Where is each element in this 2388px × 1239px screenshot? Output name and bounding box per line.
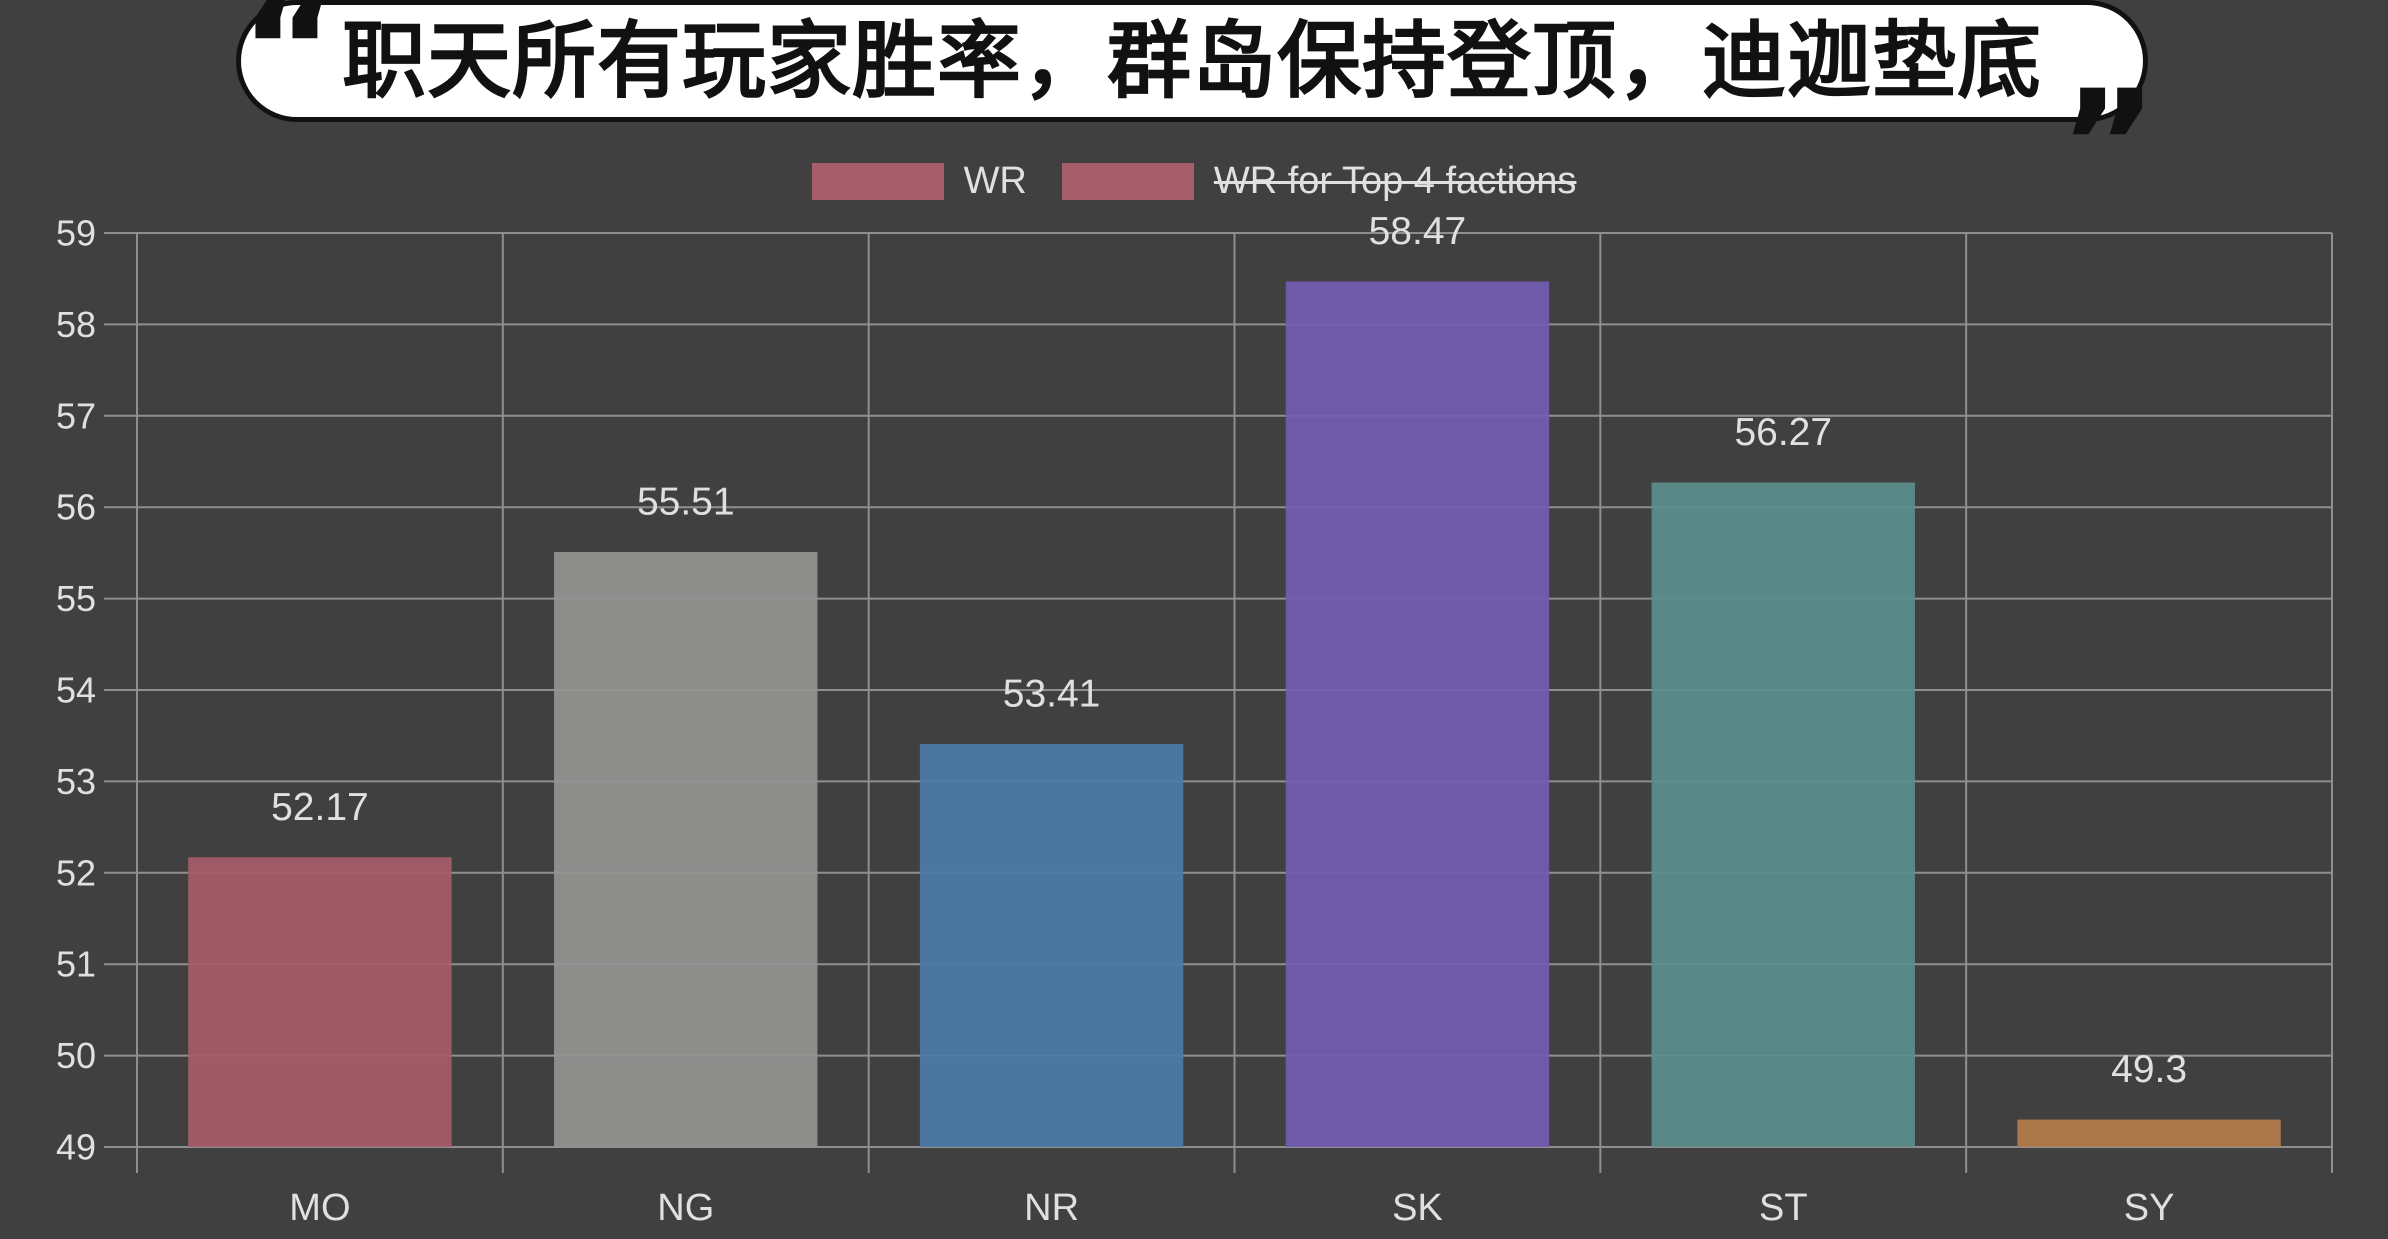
legend-item-wr-top4[interactable]: WR for Top 4 factions xyxy=(1061,160,1577,202)
x-tick-label-mo: MO xyxy=(289,1187,350,1229)
bar-nr xyxy=(919,743,1184,1147)
data-labels: 52.17 55.51 53.41 58.47 56.27 49.3 xyxy=(271,210,2187,1091)
y-tick-label-57: 57 xyxy=(56,395,96,436)
y-axis-labels: 49 50 51 52 53 54 55 56 57 58 59 xyxy=(56,213,96,1168)
x-tick-label-st: ST xyxy=(1759,1187,1808,1229)
legend-swatch-wr-top4 xyxy=(1061,163,1194,200)
chart-title: 职天所有玩家胜率，群岛保持登顶，迪迦垫底 xyxy=(341,12,2042,110)
legend-label-wr: WR xyxy=(963,160,1027,202)
y-tick-label-50: 50 xyxy=(56,1035,96,1076)
y-tick-label-59: 59 xyxy=(56,213,96,254)
x-tick-label-sk: SK xyxy=(1392,1187,1443,1229)
y-tick-label-53: 53 xyxy=(56,761,96,802)
y-tick-label-56: 56 xyxy=(56,487,96,528)
data-label-sy: 49.3 xyxy=(2111,1048,2187,1091)
legend-label-wr-top4: WR for Top 4 factions xyxy=(1213,160,1577,202)
bar-mo xyxy=(188,857,452,1147)
bar-st xyxy=(1651,482,1915,1148)
data-label-ng: 55.51 xyxy=(637,480,735,523)
data-label-mo: 52.17 xyxy=(271,786,369,829)
bar-sk xyxy=(1285,281,1550,1147)
data-label-st: 56.27 xyxy=(1734,411,1832,454)
y-tick-label-54: 54 xyxy=(56,670,96,711)
open-quote-mark: “ xyxy=(240,0,339,137)
x-axis-labels: MO NG NR SK ST SY xyxy=(289,1187,2174,1229)
x-tick-label-sy: SY xyxy=(2124,1187,2175,1229)
y-tick-label-52: 52 xyxy=(56,852,96,893)
y-tick-label-51: 51 xyxy=(56,944,96,985)
legend-swatch-wr xyxy=(811,163,944,200)
gridlines xyxy=(104,232,2333,1173)
bars xyxy=(188,281,2281,1148)
x-tick-label-ng: NG xyxy=(657,1187,714,1229)
bar-sy xyxy=(2017,1119,2281,1147)
data-label-nr: 53.41 xyxy=(1003,672,1101,715)
title-bubble: 职天所有玩家胜率，群岛保持登顶，迪迦垫底 xyxy=(236,0,2148,122)
bar-ng xyxy=(554,551,818,1147)
legend: WR WR for Top 4 factions xyxy=(0,160,2388,202)
legend-item-wr[interactable]: WR xyxy=(811,160,1027,202)
data-label-sk: 58.47 xyxy=(1369,210,1467,253)
x-tick-label-nr: NR xyxy=(1024,1187,1079,1229)
y-tick-label-58: 58 xyxy=(56,304,96,345)
y-tick-label-55: 55 xyxy=(56,578,96,619)
y-tick-label-49: 49 xyxy=(56,1127,96,1168)
